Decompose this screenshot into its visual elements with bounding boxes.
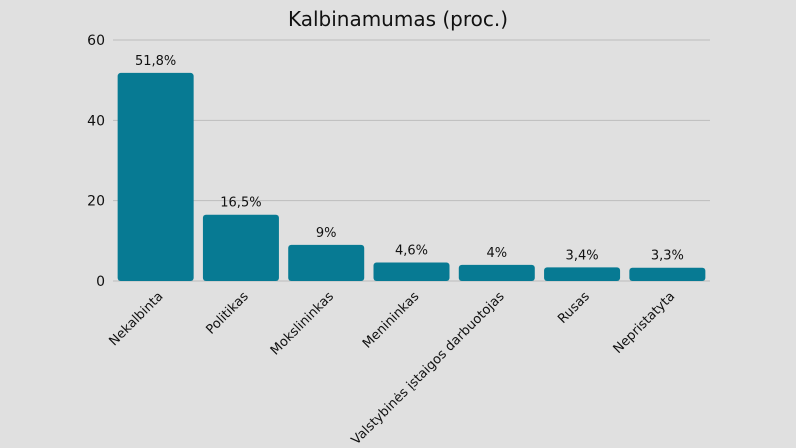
category-label: Valstybinės įstaigos darbuotojas [349,289,508,448]
category-label: Mokslininkas [268,289,337,358]
y-tick-label: 0 [96,274,105,290]
data-label: 16,5% [220,196,261,211]
bar [373,262,450,281]
category-label: Rusas [555,289,593,327]
data-label: 3,3% [651,249,684,264]
category-label: Menininkas [360,289,423,352]
data-label: 51,8% [135,54,176,69]
data-label: 9% [316,226,337,241]
y-tick-label: 20 [87,194,105,210]
bar [202,214,279,281]
category-label: Nekalbinta [107,289,167,349]
y-tick-label: 40 [87,113,105,129]
category-label: Nepristatyta [611,289,679,357]
category-labels: Nekalbinta Politikas Mokslininkas Menininka… [107,289,679,448]
y-tick-label: 60 [87,33,105,49]
data-label: 3,4% [566,248,599,263]
bar [458,264,535,281]
bar [629,267,706,281]
bars [117,72,706,281]
bar [544,267,621,281]
category-label: Politikas [203,289,251,337]
y-axis-ticks: 0 20 40 60 [87,33,105,290]
chart-title: Kalbinamumas (proc.) [288,7,508,31]
data-labels: 51,8% 16,5% 9% 4,6% 4% 3,4% 3,3% [135,54,684,264]
bar [117,72,194,281]
data-label: 4,6% [395,244,428,259]
bar [288,244,365,281]
data-label: 4% [486,246,507,261]
